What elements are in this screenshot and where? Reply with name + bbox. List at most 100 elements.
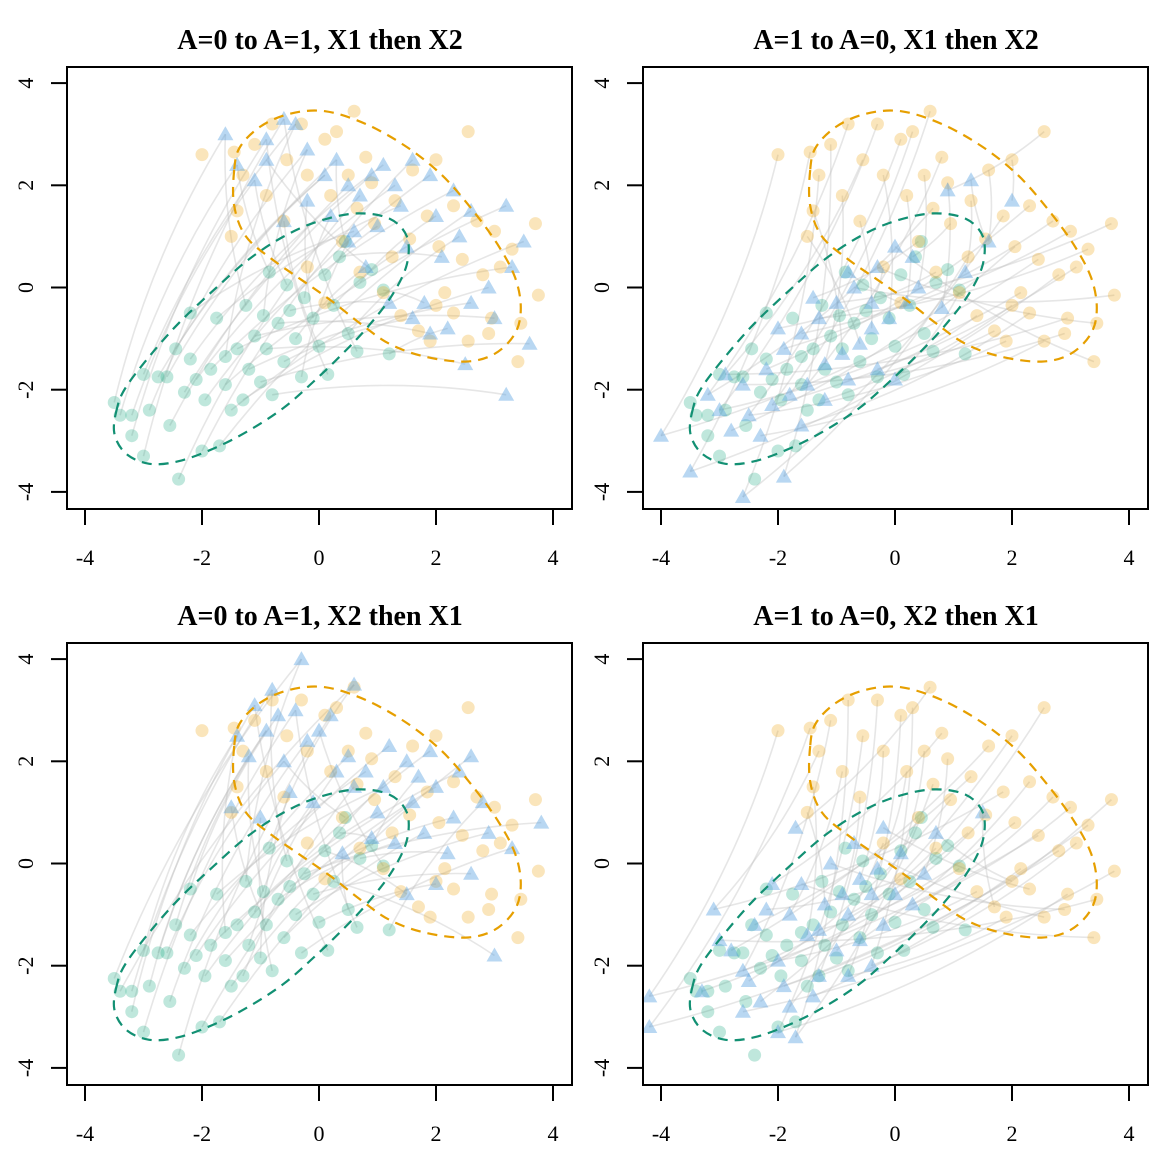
point-a0 xyxy=(908,826,922,840)
counterfactual-arrow xyxy=(201,760,408,1028)
point-a0 xyxy=(824,329,838,343)
point-a0 xyxy=(794,925,808,939)
point-a1 xyxy=(1031,828,1045,842)
counterfactual-arrow xyxy=(304,200,314,319)
x-tick-label: 0 xyxy=(314,545,325,570)
counterfactual-triangle xyxy=(246,697,263,712)
counterfactual-arrow xyxy=(882,174,894,319)
counterfactual-triangle xyxy=(840,264,857,279)
counterfactual-triangle xyxy=(764,875,781,890)
counterfactual-arrow xyxy=(801,230,1071,335)
counterfactual-triangle xyxy=(439,320,456,335)
point-a0 xyxy=(177,385,191,399)
point-a0 xyxy=(277,355,291,369)
point-a0 xyxy=(163,994,177,1008)
contour-a1 xyxy=(231,109,522,363)
counterfactual-triangle xyxy=(740,973,757,988)
point-a1 xyxy=(265,117,279,131)
point-a0 xyxy=(365,839,379,853)
counterfactual-arrow xyxy=(742,175,820,498)
point-a1 xyxy=(470,790,484,804)
point-a0 xyxy=(271,316,285,330)
counterfactual-triangle xyxy=(398,753,415,768)
point-a0 xyxy=(137,1025,150,1039)
counterfactual-arrow xyxy=(370,776,420,846)
point-a1 xyxy=(1058,902,1072,916)
panel-title: A=0 to A=1, X1 then X2 xyxy=(177,25,462,56)
point-a0 xyxy=(713,1025,726,1039)
counterfactual-triangle xyxy=(734,376,751,391)
point-a0 xyxy=(125,408,139,422)
point-a0 xyxy=(183,352,197,366)
point-a0 xyxy=(835,342,849,356)
point-a0 xyxy=(218,925,232,939)
contour-a0 xyxy=(112,788,410,1042)
counterfactual-arrow xyxy=(870,817,920,895)
counterfactual-arrow xyxy=(877,314,978,371)
point-a0 xyxy=(353,851,367,865)
point-a1 xyxy=(1058,326,1072,340)
counterfactual-arrow xyxy=(848,916,1007,977)
counterfactual-arrow xyxy=(730,745,990,952)
point-a0 xyxy=(941,839,955,853)
point-a0 xyxy=(865,332,879,346)
counterfactual-arrow xyxy=(142,118,285,457)
point-a1 xyxy=(1046,790,1060,804)
counterfactual-arrow xyxy=(1011,159,1015,201)
counterfactual-arrow xyxy=(169,184,349,426)
point-a1 xyxy=(455,252,469,266)
point-a1 xyxy=(259,765,273,779)
point-a1 xyxy=(227,145,241,159)
counterfactual-triangle xyxy=(851,335,868,350)
point-a1 xyxy=(318,132,332,146)
counterfactual-triangle xyxy=(828,942,845,957)
arrow-layer xyxy=(660,110,1115,498)
point-a0 xyxy=(151,946,165,960)
point-a0 xyxy=(859,879,873,893)
point-a1 xyxy=(455,828,469,842)
point-a0 xyxy=(125,429,139,443)
point-a1 xyxy=(476,844,490,858)
point-a0 xyxy=(160,370,174,384)
counterfactual-arrow xyxy=(824,304,1013,401)
counterfactual-triangle xyxy=(451,228,468,243)
point-a0 xyxy=(259,342,273,356)
counterfactual-triangle xyxy=(770,952,786,967)
point-a1 xyxy=(236,744,250,758)
y-tick-label: 0 xyxy=(589,282,614,293)
counterfactual-arrow xyxy=(195,184,396,380)
counterfactual-arrow xyxy=(742,832,969,972)
counterfactual-arrow xyxy=(204,174,431,401)
counterfactual-arrow xyxy=(806,786,818,936)
x-tick-label: 4 xyxy=(548,545,559,570)
counterfactual-arrow xyxy=(210,189,454,370)
x-tick-label: -2 xyxy=(193,545,211,570)
counterfactual-arrow xyxy=(818,867,1022,977)
point-a0 xyxy=(198,393,212,407)
counterfactual-triangle xyxy=(963,172,980,187)
y-tick-label: 0 xyxy=(589,858,614,869)
counterfactual-arrow xyxy=(183,174,373,393)
point-a0 xyxy=(753,961,767,975)
point-a0 xyxy=(321,367,335,381)
counterfactual-triangle xyxy=(881,310,898,325)
point-a1 xyxy=(447,775,461,789)
point-a1 xyxy=(406,163,420,177)
x-tick-label: -2 xyxy=(769,1121,787,1146)
counterfactual-arrow xyxy=(113,133,227,403)
counterfactual-triangle xyxy=(834,886,851,901)
counterfactual-arrow xyxy=(277,842,396,900)
point-a1 xyxy=(236,168,250,182)
counterfactual-arrow xyxy=(248,771,338,946)
point-a1 xyxy=(1031,252,1045,266)
counterfactual-triangle xyxy=(781,998,798,1013)
panel-a0-to-a1-x1-then-x2: A=0 to A=1, X1 then X2 -4 -2 0 2 4 -4 -2 0 2 4 xyxy=(13,25,573,570)
counterfactual-triangle xyxy=(229,727,246,742)
counterfactual-triangle xyxy=(699,386,716,401)
point-a0 xyxy=(294,370,308,384)
point-a1 xyxy=(420,209,434,223)
point-a1 xyxy=(493,260,507,274)
point-a1 xyxy=(1037,701,1051,715)
point-a0 xyxy=(713,367,726,381)
y-tick-label: 0 xyxy=(13,282,38,293)
